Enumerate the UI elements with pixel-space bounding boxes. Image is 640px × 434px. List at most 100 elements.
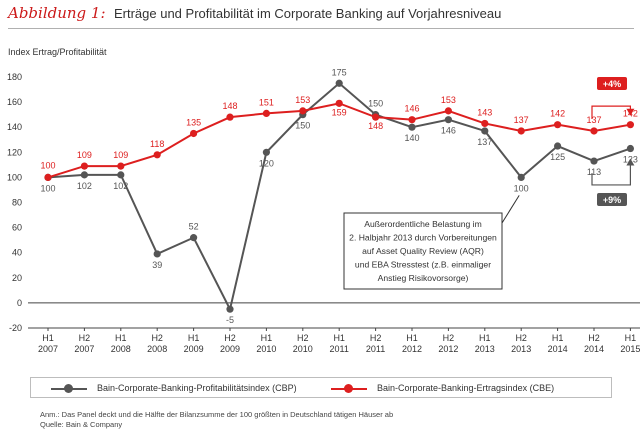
data-point-cbe <box>590 127 598 135</box>
legend-item-cbe: Bain-Corporate-Banking-Ertragsindex (CBE… <box>331 381 591 395</box>
legend-marker-cbp <box>64 384 73 393</box>
data-label-cbp: 125 <box>550 152 565 162</box>
x-tick-label-year: 2007 <box>38 344 58 354</box>
data-label-cbp: 39 <box>152 260 162 270</box>
data-point-cbp <box>226 305 234 313</box>
legend: Bain-Corporate-Banking-Profitabilitätsin… <box>30 377 612 398</box>
y-tick-label: 100 <box>7 172 22 182</box>
x-tick-label-year: 2011 <box>330 344 349 354</box>
x-tick-label-year: 2014 <box>548 344 568 354</box>
figure-label: Abbildung 1: <box>8 4 106 22</box>
y-tick-label: 80 <box>12 198 22 208</box>
y-axis-label: Index Ertrag/Profitabilität <box>8 47 107 57</box>
data-point-cbp <box>80 171 88 179</box>
annotation-line: auf Asset Quality Review (AQR) <box>362 246 484 256</box>
series-layer <box>44 79 635 313</box>
footnote-note: Anm.: Das Panel deckt und die Hälfte der… <box>40 410 394 419</box>
x-tick-label-half: H1 <box>261 333 273 343</box>
data-label-cbp: 175 <box>332 67 347 77</box>
x-tick-label-half: H2 <box>79 333 91 343</box>
data-point-cbe <box>262 109 270 117</box>
data-point-cbe <box>190 129 198 138</box>
figure-title: Erträge und Profitabilität im Corporate … <box>113 6 502 21</box>
data-label-cbp: -5 <box>226 315 234 325</box>
data-point-cbp <box>626 144 635 153</box>
data-label-cbe: 148 <box>222 101 237 111</box>
data-point-cbe <box>554 121 562 129</box>
x-tick-label-year: 2012 <box>438 344 458 354</box>
header-divider <box>8 28 634 29</box>
data-point-cbp <box>444 116 452 124</box>
x-tick-label-year: 2013 <box>475 344 495 354</box>
x-tick-label-year: 2007 <box>74 344 94 354</box>
data-point-cbp <box>190 234 198 242</box>
data-point-cbp <box>590 157 598 165</box>
data-point-cbe <box>626 121 635 129</box>
data-point-cbp <box>262 148 270 156</box>
footnote: Anm.: Das Panel deckt und die Hälfte der… <box>40 410 393 430</box>
legend-label-cbp: Bain-Corporate-Banking-Profitabilitätsin… <box>97 383 297 393</box>
data-point-cbp <box>481 127 489 135</box>
data-point-cbe <box>335 99 343 107</box>
x-tick-label-half: H1 <box>406 333 418 343</box>
x-tick-label-year: 2009 <box>220 344 240 354</box>
data-label-cbp: 150 <box>295 121 310 131</box>
y-tick-label: 20 <box>12 273 22 283</box>
data-point-cbe <box>44 173 52 181</box>
data-point-cbp <box>335 79 343 87</box>
figure-header: Abbildung 1: Erträge und Profitabilität … <box>8 4 632 28</box>
data-point-cbp <box>517 173 525 181</box>
data-label-cbe: 109 <box>77 150 92 160</box>
data-label-cbp: 113 <box>587 167 601 177</box>
data-label-cbe: 159 <box>332 107 347 117</box>
x-tick-label-half: H1 <box>625 333 637 343</box>
data-label-cbe: 143 <box>477 107 492 117</box>
data-point-cbe <box>372 113 380 121</box>
data-label-cbp: 100 <box>40 183 55 193</box>
data-label-cbe: 146 <box>404 104 419 114</box>
x-tick-label-half: H1 <box>188 333 200 343</box>
data-label-cbp: 102 <box>77 181 92 191</box>
x-tick-label-half: H1 <box>115 333 127 343</box>
data-point-cbe <box>481 119 489 128</box>
data-label-cbp: 120 <box>259 158 274 168</box>
data-point-cbp <box>117 171 125 179</box>
data-point-cbe <box>444 107 452 115</box>
y-tick-label: 160 <box>7 97 22 107</box>
data-label-cbp: 100 <box>514 183 529 193</box>
data-label-cbe: 100 <box>40 160 55 170</box>
x-tick-label-half: H2 <box>370 333 382 343</box>
x-tick-label-year: 2014 <box>584 344 604 354</box>
cbp-growth-bracket <box>591 159 631 186</box>
annotation-line: 2. Halbjahr 2013 durch Vorbereitungen <box>349 233 497 243</box>
x-tick-label-year: 2009 <box>184 344 204 354</box>
x-tick-label-year: 2012 <box>402 344 422 354</box>
data-label-cbp: 140 <box>404 133 419 143</box>
x-tick-label-year: 2015 <box>620 344 640 354</box>
annotation-line: Außerordentliche Belastung im <box>364 219 482 229</box>
x-tick-label-year: 2013 <box>511 344 531 354</box>
data-point-cbe <box>153 151 161 159</box>
data-point-cbe <box>299 107 307 115</box>
x-tick-label-half: H2 <box>588 333 600 343</box>
x-tick-label-year: 2011 <box>366 344 385 354</box>
y-tick-label: 60 <box>12 223 22 233</box>
x-tick-label-half: H1 <box>333 333 345 343</box>
data-label-cbe: 135 <box>186 117 201 127</box>
data-labels: 100 109 109 118 135 148 151 153 159 148 146 153 143 1… <box>40 67 637 325</box>
x-tick-label-half: H1 <box>42 333 54 343</box>
cbp-growth-badge-text: +9% <box>603 195 621 205</box>
legend-item-cbp: Bain-Corporate-Banking-Profitabilitätsin… <box>51 381 297 395</box>
x-tick-label-year: 2010 <box>293 344 313 354</box>
data-label-cbe: 109 <box>113 150 128 160</box>
y-tick-label: 0 <box>17 298 22 308</box>
x-tick-label-year: 2008 <box>147 344 167 354</box>
y-tick-label: 180 <box>7 72 22 82</box>
cbp-growth-badge <box>597 193 627 206</box>
data-point-cbe <box>517 127 525 135</box>
y-tick-label: 140 <box>7 122 22 132</box>
x-tick-label-half: H2 <box>515 333 527 343</box>
annotation-line: Anstieg Risikovorsorge) <box>378 273 469 283</box>
x-tick-label-half: H2 <box>151 333 163 343</box>
cbe-growth-arrowhead <box>626 108 635 116</box>
